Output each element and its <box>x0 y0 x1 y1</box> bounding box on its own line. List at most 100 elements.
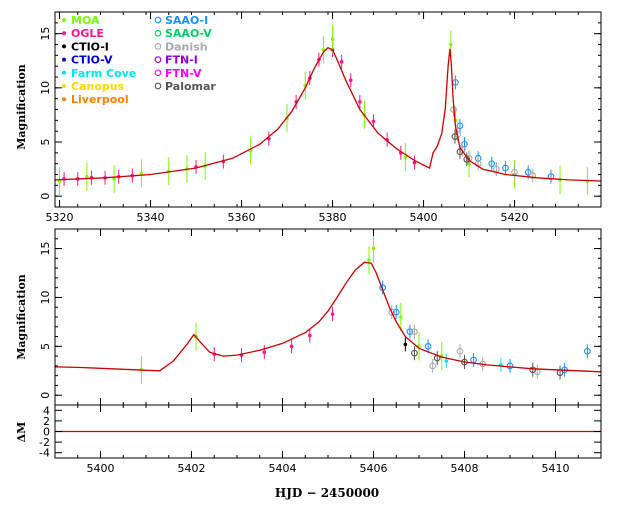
top-ytick-label: 10 <box>39 81 52 95</box>
legend-label-saao-i: SAAO-I <box>165 14 208 27</box>
legend-marker-saao-i <box>154 16 162 24</box>
middle-point-danish <box>388 308 396 316</box>
top-point-ogle <box>358 100 362 104</box>
middle-point-farm-cove <box>444 359 449 363</box>
top-point-ogle <box>371 119 376 124</box>
middle-point-danish <box>429 362 437 370</box>
residual-xtick-label: 5400 <box>87 462 115 475</box>
residual-ytick-label: 0 <box>43 426 50 439</box>
legend-label-danish: Danish <box>165 40 208 53</box>
middle-point-saao-i <box>424 342 432 350</box>
middle-point-danish <box>456 347 464 355</box>
middle-point-saao-i <box>392 308 400 316</box>
top-point-saao-i <box>547 173 555 181</box>
top-point-saao-i <box>502 164 509 172</box>
legend-marker-ftn-v <box>154 69 162 77</box>
legend-marker-ogle <box>62 31 66 36</box>
legend-marker-liverpool <box>62 97 66 102</box>
residual-ytick-label: -2 <box>39 436 50 449</box>
top-point-ogle <box>348 78 353 83</box>
legend-marker-moa <box>62 18 66 22</box>
legend-marker-ctio-i <box>62 44 66 49</box>
legend-label-saao-v: SAAO-V <box>165 27 212 40</box>
legend-marker-canopus <box>62 84 66 88</box>
middle-model-curve <box>55 261 601 373</box>
top-xtick-label: 5340 <box>137 211 165 224</box>
middle-ytick-label: 5 <box>39 343 52 350</box>
middle-ytick-label: 10 <box>39 290 52 304</box>
top-panel-ylabel: Magnification <box>15 64 28 150</box>
top-point-danish <box>529 172 537 179</box>
middle-ytick-label: 0 <box>39 392 52 399</box>
middle-point-saao-i <box>406 328 414 336</box>
legend-label-moa: MOA <box>71 14 100 27</box>
middle-point-ogle <box>330 312 335 316</box>
legend-label-palomar: Palomar <box>165 80 216 93</box>
legend-label-ctio-i: CTIO-I <box>71 40 109 53</box>
top-point-moa <box>85 174 89 179</box>
middle-ytick-label: 15 <box>39 242 52 256</box>
top-point-moa <box>403 155 408 159</box>
residual-ytick-label: -4 <box>39 447 50 460</box>
middle-point-saao-i <box>506 362 514 370</box>
top-point-moa <box>330 37 335 41</box>
top-point-saao-i <box>461 140 468 148</box>
middle-point-moa <box>371 246 376 251</box>
middle-point-palomar <box>529 366 537 374</box>
legend-label-ftn-v: FTN-V <box>165 67 202 80</box>
legend-marker-saao-v <box>154 29 162 37</box>
top-point-moa <box>139 171 144 176</box>
middle-point-moa <box>399 315 403 319</box>
x-axis-label: HJD − 2450000 <box>275 486 379 500</box>
middle-point-ogle <box>262 350 267 355</box>
top-point-saao-i <box>456 122 464 130</box>
top-xtick-label: 5320 <box>46 211 74 224</box>
legend-marker-farm-cove <box>62 70 66 75</box>
middle-point-moa <box>367 258 371 263</box>
top-panel: 5320 5340 5360 5380 5400 5420 0 5 10 15 <box>39 11 602 224</box>
legend-marker-palomar <box>154 82 162 90</box>
middle-point-ogle <box>289 344 294 349</box>
middle-point-ctio-i <box>403 342 408 347</box>
top-model-curve <box>55 47 601 182</box>
top-ytick-label: 15 <box>39 27 52 41</box>
residual-xtick-label: 5408 <box>451 462 479 475</box>
legend-label-liverpool: Liverpool <box>71 93 129 106</box>
legend-marker-ctio-v <box>62 57 66 62</box>
legend-label-farm-cove: Farm Cove <box>71 67 136 80</box>
top-xtick-label: 5360 <box>228 211 256 224</box>
legend-label-ogle: OGLE <box>71 27 104 40</box>
residual-ytick-label: 2 <box>43 415 50 428</box>
top-xtick-label: 5420 <box>501 211 529 224</box>
legend-marker-ftn-i <box>154 56 162 63</box>
top-xtick-label: 5400 <box>410 211 438 224</box>
residual-xtick-label: 5402 <box>178 462 206 475</box>
middle-point-danish <box>411 328 418 336</box>
top-ytick-label: 5 <box>39 139 52 146</box>
middle-point-ogle <box>308 333 312 338</box>
middle-point-saao-i <box>583 347 591 355</box>
residual-xtick-label: 5404 <box>269 462 297 475</box>
residual-ytick-label: 4 <box>43 404 50 417</box>
residual-xtick-label: 5410 <box>542 462 570 475</box>
middle-point-palomar <box>411 349 418 357</box>
legend-label-canopus: Canopus <box>71 80 125 93</box>
top-point-moa <box>112 177 116 181</box>
residual-xtick-label: 5406 <box>360 462 388 475</box>
top-point-saao-i <box>524 168 532 176</box>
middle-panel-ylabel: Magnification <box>15 274 28 360</box>
residual-panel-ylabel: ΔM <box>15 422 28 443</box>
top-point-saao-i <box>488 160 496 168</box>
legend-marker-danish <box>154 43 162 50</box>
legend-label-ctio-v: CTIO-V <box>71 54 113 67</box>
top-point-ogle <box>412 160 417 165</box>
legend-label-ftn-i: FTN-I <box>165 54 198 67</box>
top-xtick-label: 5380 <box>319 211 347 224</box>
top-ytick-label: 0 <box>39 193 52 200</box>
top-point-moa <box>449 42 453 47</box>
top-point-ogle <box>339 60 344 64</box>
